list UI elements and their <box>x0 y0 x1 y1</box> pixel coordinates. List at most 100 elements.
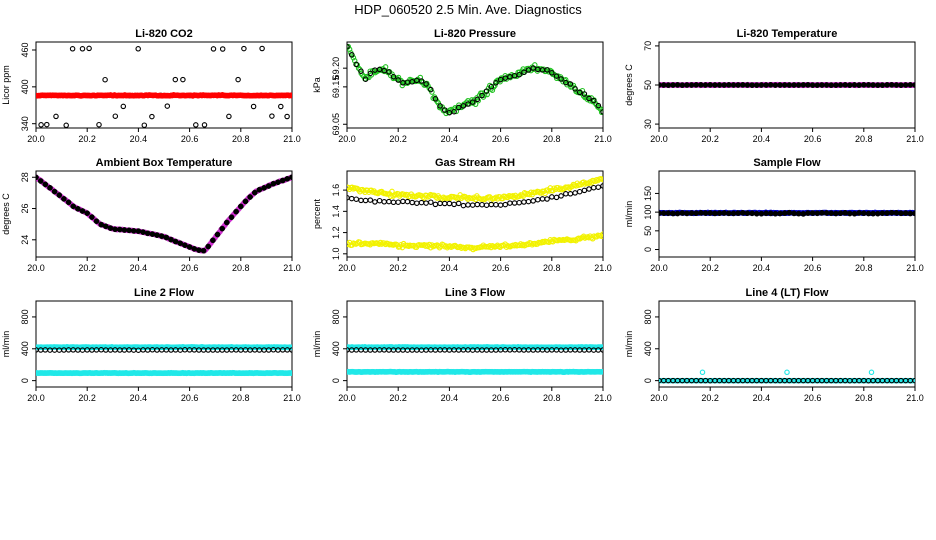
data-point <box>455 200 462 207</box>
data-point <box>84 210 91 217</box>
data-point <box>75 205 81 212</box>
x-tick-label: 20.2 <box>701 393 719 403</box>
data-point <box>576 89 583 96</box>
data-point <box>102 76 108 83</box>
data-point <box>479 92 485 99</box>
panel-0: Li-820 CO2 Licor ppm 20.0 20.2 20.4 20.6 20.8 2… <box>1 28 301 144</box>
y-tick-label: 69.05 <box>331 113 341 136</box>
x-tick-label: 20.4 <box>441 393 459 403</box>
plot-area <box>347 344 603 376</box>
data-point <box>907 82 914 88</box>
data-point <box>44 121 50 128</box>
data-point <box>767 82 774 88</box>
data-point <box>489 87 496 93</box>
data-point <box>535 196 541 203</box>
panel-title: Li-820 Temperature <box>737 28 838 40</box>
series-black <box>659 377 915 384</box>
data-point <box>558 76 564 82</box>
data-point <box>386 198 392 205</box>
data-point <box>237 203 244 210</box>
y-axis-label: ml/min <box>1 331 11 358</box>
y-tick-label: 0 <box>643 247 653 252</box>
data-point <box>809 82 816 88</box>
data-point <box>441 107 448 113</box>
data-point <box>581 91 588 97</box>
data-point <box>400 198 406 205</box>
plot-area <box>659 81 915 89</box>
y-tick-label: 69.15 <box>331 76 341 99</box>
data-point <box>186 244 193 250</box>
data-point <box>576 188 583 195</box>
data-point <box>556 186 563 193</box>
data-point <box>819 210 825 216</box>
data-point <box>42 181 49 188</box>
data-point <box>446 200 453 207</box>
data-point <box>460 202 467 209</box>
data-point <box>465 101 471 107</box>
data-point <box>786 209 793 216</box>
data-point <box>684 82 690 88</box>
data-point <box>289 174 292 181</box>
data-point <box>172 76 179 83</box>
x-tick-label: 20.4 <box>753 134 771 144</box>
y-tick-label: 28 <box>20 172 30 182</box>
data-point <box>521 69 527 76</box>
data-point <box>424 242 430 248</box>
data-point <box>469 99 476 105</box>
data-point <box>511 200 518 206</box>
data-point <box>278 103 284 110</box>
data-point <box>860 210 867 217</box>
y-tick-label: 70 <box>643 41 653 51</box>
x-tick-label: 21.0 <box>283 393 301 403</box>
data-point <box>856 82 862 88</box>
series-black <box>36 347 292 353</box>
data-point <box>289 92 292 99</box>
data-point <box>665 210 672 216</box>
data-point <box>112 113 119 119</box>
data-point <box>702 82 709 88</box>
data-point <box>135 46 141 52</box>
y-tick-label: 400 <box>20 79 30 94</box>
x-tick-label: 20.8 <box>232 134 250 144</box>
y-tick-label: 800 <box>20 309 30 324</box>
data-point <box>600 347 603 353</box>
data-point <box>735 82 741 88</box>
data-point <box>837 82 844 88</box>
data-point <box>707 82 714 88</box>
data-point <box>235 76 241 83</box>
data-point <box>79 46 86 52</box>
data-point <box>912 377 915 384</box>
x-tick-label: 20.2 <box>389 393 407 403</box>
series-black <box>347 183 603 209</box>
plot-area <box>659 369 915 384</box>
data-point <box>348 195 355 202</box>
data-point <box>809 210 816 216</box>
data-point <box>800 211 807 217</box>
y-tick-label: 26 <box>20 204 30 214</box>
x-tick-label: 20.0 <box>338 263 356 273</box>
data-point <box>289 347 292 353</box>
data-point <box>600 176 603 183</box>
series-cyan <box>347 368 603 376</box>
data-point <box>795 82 802 88</box>
data-point <box>586 95 592 102</box>
data-point <box>210 46 217 52</box>
data-point <box>828 82 835 88</box>
x-tick-label: 20.6 <box>804 134 822 144</box>
data-point <box>507 200 513 206</box>
x-tick-label: 21.0 <box>283 134 301 144</box>
data-point <box>460 103 467 109</box>
data-point <box>219 225 226 232</box>
y-tick-label: 24 <box>20 235 30 245</box>
x-tick-label: 20.4 <box>130 393 148 403</box>
data-point <box>428 86 434 93</box>
y-axis-label: ml/min <box>312 331 322 358</box>
series-red <box>36 92 292 99</box>
data-point <box>284 113 290 120</box>
data-point <box>259 45 265 52</box>
data-point <box>390 199 397 206</box>
data-point <box>521 199 527 205</box>
data-point <box>693 210 700 217</box>
data-point <box>837 210 844 217</box>
data-point <box>367 197 374 203</box>
